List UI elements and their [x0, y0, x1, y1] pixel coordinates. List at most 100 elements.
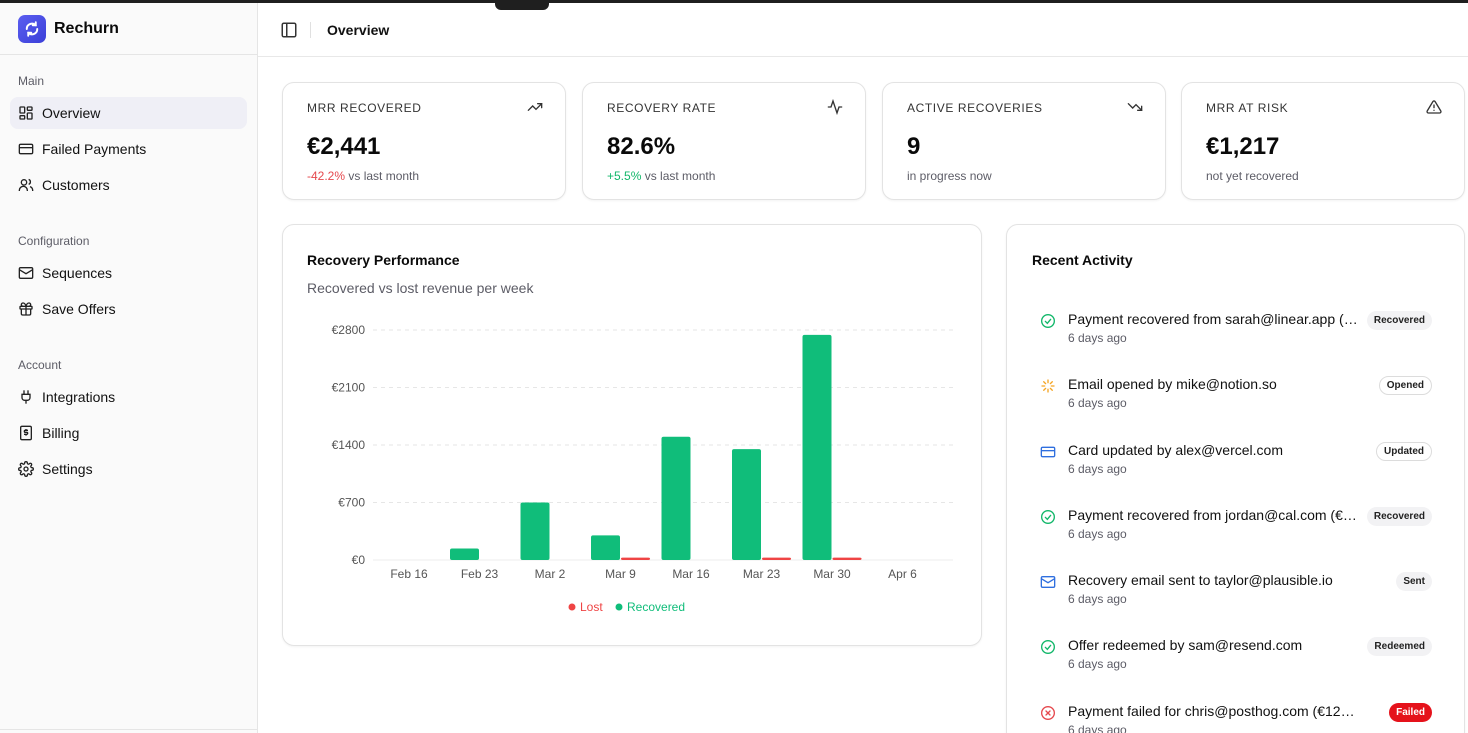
nav-group-label-configuration: Configuration	[18, 234, 90, 248]
activity-item[interactable]: Payment failed for chris@posthog.com (€1…	[1007, 702, 1464, 733]
stat-value: 82.6%	[607, 133, 676, 160]
recent-activity-card: Recent Activity Payment recovered from s…	[1006, 224, 1465, 733]
header-separator	[310, 21, 311, 38]
brand[interactable]: Rechurn	[0, 3, 257, 55]
sidebar-item-label: Customers	[42, 177, 110, 193]
stat-label: RECOVERY RATE	[607, 101, 717, 115]
stat-change: +5.5%	[607, 169, 642, 183]
x-tick-label: Mar 23	[743, 567, 781, 581]
sidebar-toggle-icon[interactable]	[280, 21, 298, 39]
stat-suffix: vs last month	[641, 169, 716, 183]
brand-name: Rechurn	[54, 19, 119, 37]
x-circle-icon	[1040, 705, 1056, 721]
plug-icon	[21, 390, 31, 404]
stat-change: -42.2%	[307, 169, 346, 183]
nav-group-label-account: Account	[18, 358, 62, 372]
y-tick-label: €2100	[332, 381, 366, 395]
activity-item[interactable]: Card updated by alex@vercel.com 6 days ag…	[1007, 441, 1464, 506]
bar-recovered	[591, 535, 620, 560]
x-tick-label: Feb 23	[461, 567, 499, 581]
activity-item[interactable]: Payment recovered from jordan@cal.com (€…	[1007, 506, 1464, 571]
activity-item[interactable]: Recovery email sent to taylor@plausible.…	[1007, 571, 1464, 636]
sidebar-item-failed-payments[interactable]: Failed Payments	[10, 133, 247, 165]
activity-item[interactable]: Payment recovered from sarah@linear.app …	[1007, 310, 1464, 375]
mail-icon	[18, 267, 34, 279]
status-badge: Recovered	[1366, 311, 1432, 330]
activity-text: Card updated by alex@vercel.com	[1068, 441, 1283, 458]
activity-time: 6 days ago	[1068, 461, 1127, 476]
status-badge: Failed	[1389, 702, 1432, 722]
sidebar-item-label: Integrations	[42, 389, 116, 405]
activity-time: 6 days ago	[1068, 657, 1127, 672]
window-top-bar	[0, 0, 1468, 3]
stat-subtext: in progress now	[907, 169, 992, 183]
sidebar-item-label: Billing	[42, 425, 80, 441]
chart-subtitle: Recovered vs lost revenue per week	[307, 280, 534, 296]
activity-item[interactable]: Offer redeemed by sam@resend.com 6 days a…	[1007, 636, 1464, 701]
sidebar-item-customers[interactable]: Customers	[10, 169, 247, 201]
bar-lost	[832, 557, 862, 560]
activity-item[interactable]: Email opened by mike@notion.so 6 days ago…	[1007, 375, 1464, 440]
sidebar-item-integrations[interactable]: Integrations	[10, 381, 247, 413]
bar-lost	[762, 557, 791, 560]
sidebar-item-label: Sequences	[42, 265, 113, 281]
stat-value: €1,217	[1206, 133, 1280, 160]
activity-text: Offer redeemed by sam@resend.com	[1068, 637, 1303, 654]
trending-down-icon	[1127, 103, 1143, 111]
status-badge: Recovered	[1366, 506, 1432, 526]
alert-triangle-icon	[1426, 100, 1442, 114]
gift-icon	[19, 302, 33, 316]
activity-text: Payment recovered from jordan@cal.com (€…	[1068, 506, 1358, 523]
bar-recovered	[520, 502, 550, 560]
y-tick-label: €2800	[332, 323, 366, 337]
sidebar-item-settings[interactable]: Settings	[10, 453, 247, 485]
stat-value: €2,441	[307, 133, 381, 160]
status-badge: Sent	[1396, 572, 1432, 592]
sidebar-item-billing[interactable]: Billing	[10, 417, 247, 449]
activity-time: 6 days ago	[1068, 396, 1127, 411]
sidebar-item-save-offers[interactable]: Save Offers	[10, 293, 247, 325]
sidebar-item-overview[interactable]: Overview	[10, 97, 247, 129]
x-tick-label: Mar 16	[672, 567, 710, 581]
status-badge: Opened	[1378, 376, 1432, 396]
stat-subtext: -42.2% vs last month	[307, 169, 419, 183]
gear-icon	[18, 461, 34, 477]
activity-text: Payment failed for chris@posthog.com (€1…	[1068, 702, 1358, 719]
page-title: Overview	[327, 21, 390, 38]
sidebar-item-label: Overview	[42, 105, 101, 121]
x-tick-label: Mar 30	[813, 567, 851, 581]
y-tick-label: €1400	[332, 438, 366, 452]
credit-card-icon	[1040, 444, 1056, 460]
sidebar-item-sequences[interactable]: Sequences	[10, 257, 247, 289]
activity-time: 6 days ago	[1068, 722, 1127, 733]
status-badge: Redeemed	[1367, 637, 1432, 657]
stat-card-mrr-at-risk: MRR AT RISK €1,217 not yet recovered	[1181, 82, 1465, 200]
x-tick-label: Mar 9	[605, 567, 636, 581]
legend-label-lost: Lost	[580, 600, 603, 614]
activity-time: 6 days ago	[1068, 526, 1127, 541]
sidebar-footer-divider	[0, 729, 257, 733]
check-circle-icon	[1040, 639, 1056, 655]
stat-label: MRR AT RISK	[1206, 101, 1289, 115]
stat-card-mrr-recovered: MRR RECOVERED €2,441 -42.2% vs last mont…	[282, 82, 566, 200]
sidebar: Rechurn Main Overview Failed Payments Cu…	[0, 3, 258, 733]
activity-text: Payment recovered from sarah@linear.app …	[1068, 311, 1358, 327]
trending-up-icon	[527, 103, 543, 111]
bar-recovered	[802, 334, 832, 560]
legend-label-recovered: Recovered	[627, 600, 685, 614]
sidebar-item-label: Save Offers	[42, 301, 116, 317]
activity-text: Email opened by mike@notion.so	[1068, 376, 1277, 393]
y-tick-label: €700	[338, 496, 365, 510]
users-icon	[18, 178, 34, 191]
activity-list: Payment recovered from sarah@linear.app …	[1007, 310, 1464, 733]
bar-recovered	[450, 548, 479, 560]
bar-chart: €0 €700 €1400 €2100 €2800 Feb 16 Feb 23 Mar 2 Ma…	[332, 323, 953, 614]
chart-title: Recovery Performance	[307, 252, 460, 268]
stat-value: 9	[907, 133, 921, 160]
stat-subtext: +5.5% vs last month	[607, 169, 715, 183]
x-tick-label: Feb 16	[390, 567, 428, 581]
page-header: Overview	[258, 3, 1468, 57]
recovery-performance-card: Recovery Performance Recovered vs lost r…	[282, 224, 982, 646]
sidebar-item-label: Settings	[42, 461, 93, 477]
layout-grid-icon	[19, 106, 33, 120]
